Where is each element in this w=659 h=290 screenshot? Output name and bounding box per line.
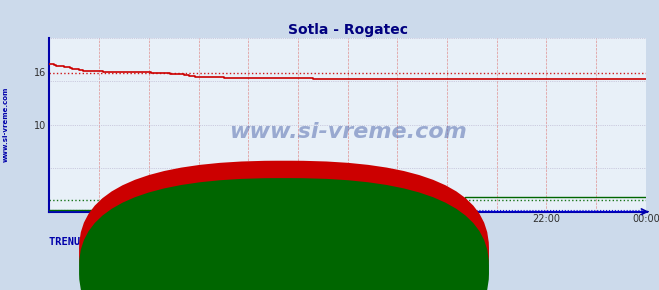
Text: TRENUTNE VREDNOSTI (polna črta):: TRENUTNE VREDNOSTI (polna črta): xyxy=(49,237,249,247)
Text: temperatura[C]: temperatura[C] xyxy=(297,250,378,260)
Title: Sotla - Rogatec: Sotla - Rogatec xyxy=(287,23,408,37)
Text: www.si-vreme.com: www.si-vreme.com xyxy=(2,87,9,162)
Text: pretok[m3/s]: pretok[m3/s] xyxy=(297,268,364,278)
Text: www.si-vreme.com: www.si-vreme.com xyxy=(229,122,467,142)
